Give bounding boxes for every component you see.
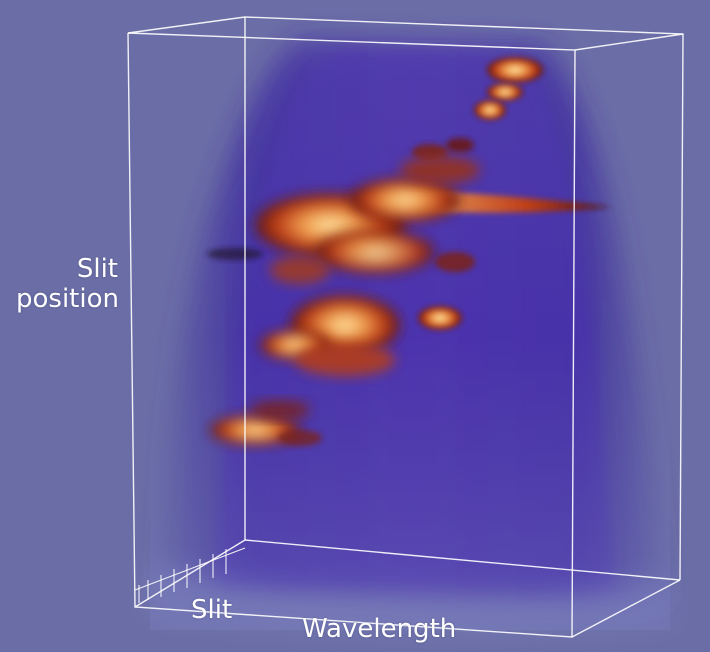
cluster-upper-f <box>435 252 475 272</box>
axis-label-wavelength: Wavelength <box>302 614 457 644</box>
volume-body <box>150 40 670 631</box>
blob-top-3 <box>474 100 506 120</box>
axis-label-slit: Slit <box>191 595 233 625</box>
axis-label-slit-position-line1: Slit <box>76 254 118 284</box>
cluster-upper-d <box>400 156 480 184</box>
blob-mid-small-2 <box>412 144 448 160</box>
dark-tail <box>207 248 263 260</box>
cluster-mid-d <box>418 306 462 330</box>
bounding-box <box>127 16 684 638</box>
blob-lower-b <box>250 400 310 420</box>
cluster-upper-c <box>315 230 435 274</box>
blob-top-1 <box>487 57 543 83</box>
cluster-upper-e <box>270 256 330 284</box>
cluster-upper-b <box>350 178 460 222</box>
slit-grid <box>134 547 246 603</box>
blob-top-2 <box>487 83 523 101</box>
cluster-mid-c <box>295 344 395 376</box>
blob-lower-c <box>278 430 322 446</box>
blob-lower-a <box>210 415 300 445</box>
emission-blobs <box>207 57 612 446</box>
blob-mid-small-1 <box>446 138 474 152</box>
axis-label-slit-position: Slit position <box>16 254 119 314</box>
axis-label-slit-position-line2: position <box>16 284 119 314</box>
